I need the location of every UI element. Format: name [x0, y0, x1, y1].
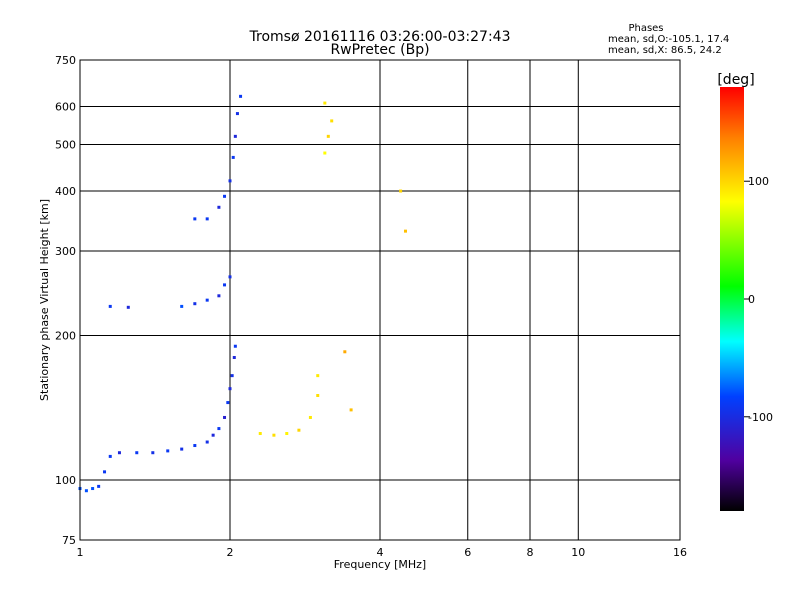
data-point	[297, 428, 301, 432]
data-point	[103, 470, 107, 474]
grid-layer	[80, 60, 680, 540]
plot-frame	[79, 59, 681, 541]
data-point	[326, 134, 330, 138]
x-tick-label: 10	[571, 546, 585, 559]
x-tick-label: 4	[377, 546, 384, 559]
y-tick-label: 400	[55, 185, 76, 198]
colorbar-ticks: 100 0 -100	[744, 175, 773, 424]
data-point	[135, 451, 139, 455]
colorbar-label: [deg]	[717, 72, 754, 88]
y-tick-label: 500	[55, 139, 76, 152]
data-point	[308, 415, 312, 419]
data-point	[151, 451, 155, 455]
data-point	[91, 487, 95, 491]
x-tick-label: 2	[227, 546, 234, 559]
data-point	[228, 387, 232, 391]
phase-stats-heading: Phases	[628, 23, 663, 34]
data-point	[232, 355, 236, 359]
colorbar	[720, 87, 744, 511]
data-point	[223, 283, 227, 287]
data-point	[399, 189, 403, 193]
data-point	[126, 305, 130, 309]
data-point	[205, 298, 209, 302]
data-point	[235, 112, 239, 116]
phase-stats-o: mean, sd,O:-105.1, 17.4	[608, 34, 729, 45]
data-point	[272, 433, 276, 437]
data-point	[223, 415, 227, 419]
colorbar-tick-label: 100	[748, 175, 769, 188]
data-point	[193, 217, 197, 221]
data-point	[258, 432, 262, 436]
y-tick-label: 200	[55, 330, 76, 343]
data-point	[205, 440, 209, 444]
x-tick-label: 16	[673, 546, 687, 559]
y-axis-label: Stationary phase Virtual Height [km]	[38, 199, 51, 401]
data-point	[323, 151, 327, 155]
data-point	[349, 408, 353, 412]
data-point	[217, 294, 221, 298]
data-point	[226, 401, 230, 405]
data-point	[180, 304, 184, 308]
y-tick-label: 300	[55, 245, 76, 258]
x-tick-label: 6	[464, 546, 471, 559]
data-point	[108, 454, 112, 458]
data-point	[217, 427, 221, 431]
data-point	[323, 101, 327, 105]
data-point	[239, 94, 243, 98]
data-point	[193, 444, 197, 448]
x-tick-label: 1	[77, 546, 84, 559]
data-point	[217, 205, 221, 209]
phase-stats-x: mean, sd,X: 86.5, 24.2	[608, 45, 722, 56]
colorbar-tick-label: -100	[748, 411, 773, 424]
data-point	[228, 275, 232, 279]
x-axis-ticks: 1 2 4 6 8 10 16	[77, 546, 688, 559]
data-point	[343, 350, 347, 354]
y-tick-label: 750	[55, 54, 76, 67]
y-tick-label: 100	[55, 474, 76, 487]
data-point	[193, 302, 197, 306]
chart-title: Tromsø 20161116 03:26:00-03:27:43	[249, 29, 511, 45]
data-point	[316, 374, 320, 378]
data-point	[233, 344, 237, 348]
data-point	[230, 374, 234, 378]
data-point	[117, 451, 121, 455]
data-point	[330, 119, 334, 123]
data-point	[285, 432, 289, 436]
data-point	[166, 449, 170, 453]
y-tick-label: 600	[55, 101, 76, 114]
data-point	[84, 489, 88, 493]
data-point	[180, 447, 184, 451]
data-points	[78, 94, 407, 493]
data-point	[97, 484, 101, 488]
data-point	[233, 134, 237, 138]
data-point	[205, 217, 209, 221]
x-axis-label: Frequency [MHz]	[334, 558, 426, 571]
data-point	[228, 179, 232, 183]
data-point	[211, 433, 215, 437]
x-tick-label: 8	[527, 546, 534, 559]
data-point	[223, 194, 227, 198]
colorbar-tick-label: 0	[748, 293, 755, 306]
data-point	[403, 229, 407, 233]
data-point	[108, 304, 112, 308]
data-point	[231, 155, 235, 159]
data-point	[316, 394, 320, 398]
y-axis-ticks: 75 100 200 300 400 500 600 750	[55, 54, 76, 547]
chart-subtitle: RwPretec (Bp)	[330, 42, 429, 58]
y-tick-label: 75	[62, 534, 76, 547]
